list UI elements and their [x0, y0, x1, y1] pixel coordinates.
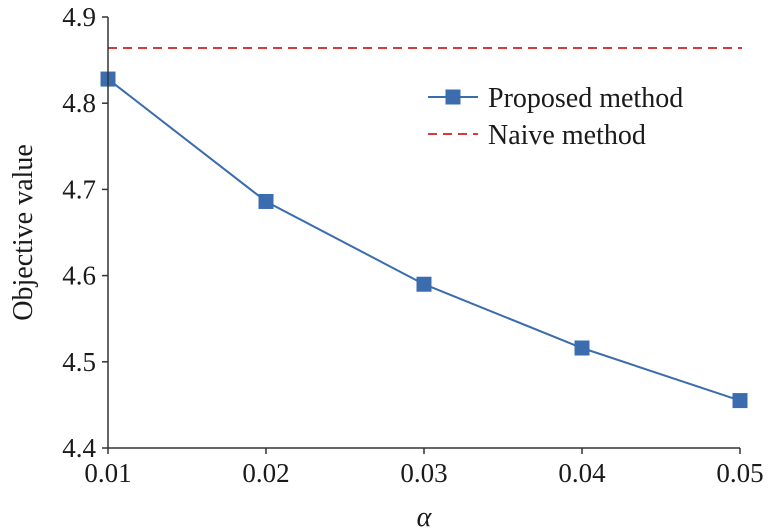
- legend-marker: [445, 89, 461, 105]
- y-tick-label: 4.9: [62, 2, 96, 32]
- legend-item: Proposed method: [428, 83, 683, 114]
- legend-label: Proposed method: [488, 83, 683, 114]
- x-tick-label: 0.05: [716, 458, 763, 488]
- data-point: [574, 340, 590, 356]
- data-point: [416, 276, 432, 292]
- data-point: [732, 393, 748, 409]
- legend: Proposed method Naive method: [428, 83, 683, 151]
- x-tick-label: 0.02: [242, 458, 289, 488]
- series-proposed-method: [100, 71, 748, 409]
- y-tick-label: 4.8: [62, 88, 96, 118]
- y-tick-label: 4.4: [62, 433, 96, 463]
- x-tick-label: 0.03: [400, 458, 447, 488]
- legend-label: Naive method: [488, 120, 646, 151]
- x-axis-title: α: [417, 502, 433, 532]
- y-axis-title: Objective value: [8, 144, 39, 320]
- axes: [107, 17, 740, 449]
- plot-area: [100, 47, 748, 409]
- x-tick-label: 0.04: [558, 458, 606, 488]
- ticks: 0.01 0.02 0.03 0.04 0.05 4.4 4.5 4.6 4.7 4.8 4.9: [62, 2, 763, 488]
- y-tick-label: 4.6: [62, 261, 96, 291]
- data-point: [258, 193, 274, 209]
- x-tick-label: 0.01: [84, 458, 131, 488]
- legend-item: Naive method: [428, 120, 646, 151]
- y-tick-label: 4.5: [62, 347, 96, 377]
- y-tick-label: 4.7: [62, 174, 96, 204]
